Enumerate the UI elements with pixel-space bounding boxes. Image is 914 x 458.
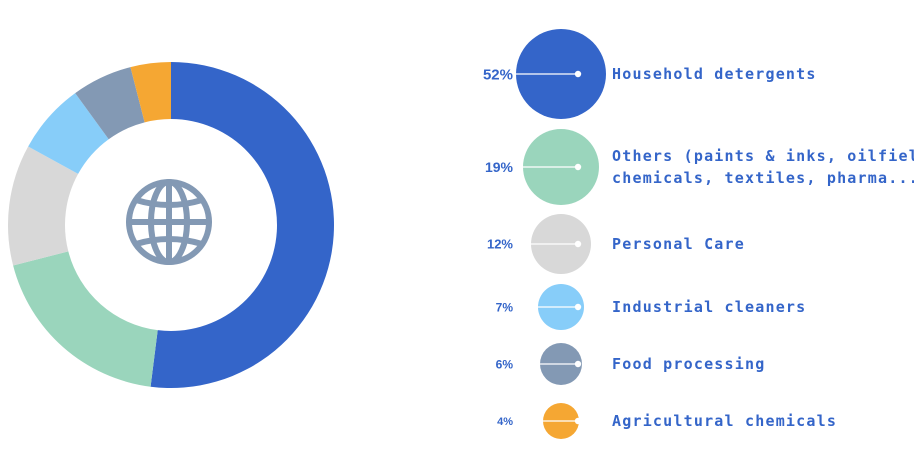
- donut-slice-6: [130, 62, 171, 123]
- donut-slice-3: [8, 146, 79, 266]
- percent-label: 4%: [497, 416, 513, 428]
- percent-label: 19%: [485, 159, 514, 175]
- legend-label: Household detergents: [612, 65, 817, 83]
- percent-label: 52%: [483, 66, 513, 83]
- legend: 52% Household detergents 19% Others (paints…: [483, 29, 914, 439]
- legend-item: 19% Others (paints & inks, oilfield chemic…: [485, 129, 914, 205]
- donut-slice-5: [75, 67, 145, 140]
- percent-label: 7%: [496, 300, 514, 314]
- leader-dot: [574, 417, 582, 425]
- legend-label: Personal Care: [612, 235, 745, 253]
- legend-item: 7% Industrial cleaners: [496, 284, 806, 330]
- legend-item: 4% Agricultural chemicals: [497, 403, 837, 439]
- donut-slice-4: [28, 93, 109, 174]
- leader-dot: [574, 303, 582, 311]
- donut-chart: [8, 62, 334, 389]
- legend-label: Agricultural chemicals: [612, 412, 837, 430]
- globe-icon: [126, 179, 212, 265]
- leader-dot: [574, 70, 582, 78]
- leader-dot: [574, 163, 582, 171]
- legend-label: Food processing: [612, 355, 765, 373]
- leader-dot: [574, 360, 582, 368]
- donut-slice-2: [13, 251, 158, 387]
- legend-item: 52% Household detergents: [483, 29, 817, 119]
- percent-label: 6%: [496, 357, 514, 371]
- donut-slice-1: [150, 62, 334, 389]
- legend-label: chemicals, textiles, pharma...): [612, 169, 914, 187]
- legend-item: 6% Food processing: [496, 343, 765, 385]
- percent-label: 12%: [487, 237, 513, 252]
- legend-label: Industrial cleaners: [612, 298, 806, 316]
- legend-item: 12% Personal Care: [487, 214, 745, 274]
- legend-label: Others (paints & inks, oilfield: [612, 147, 914, 165]
- leader-dot: [574, 240, 582, 248]
